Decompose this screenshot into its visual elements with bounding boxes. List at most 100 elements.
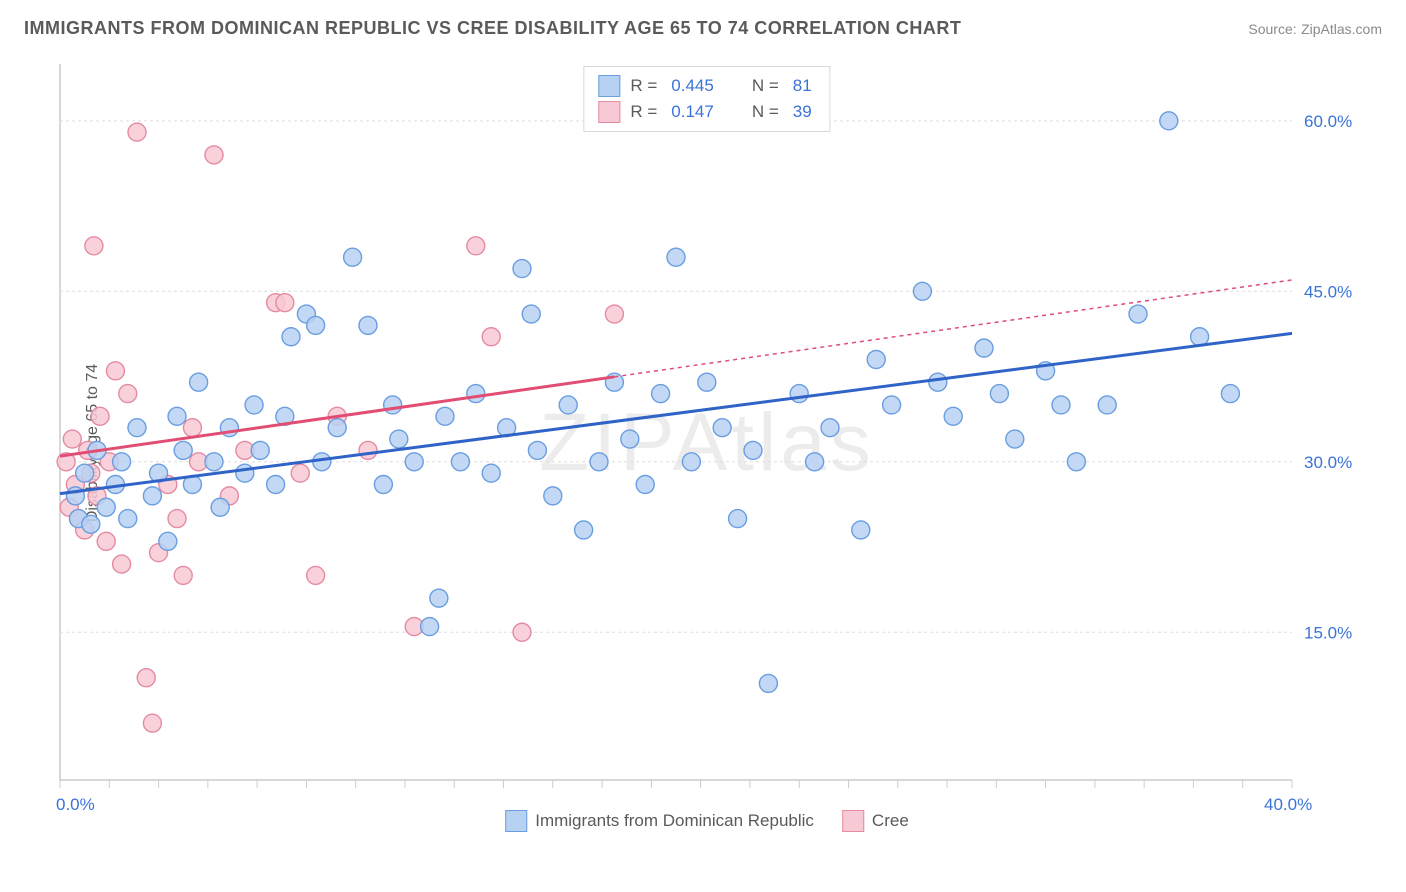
data-point — [621, 430, 639, 448]
data-point — [467, 237, 485, 255]
data-point — [652, 385, 670, 403]
data-point — [374, 476, 392, 494]
data-point — [390, 430, 408, 448]
r-label: R = — [630, 102, 657, 122]
scatter-chart-svg: 15.0%30.0%45.0%60.0%0.0%40.0% — [52, 58, 1362, 828]
data-point — [867, 350, 885, 368]
source-credit: Source: ZipAtlas.com — [1248, 21, 1382, 39]
source-label: Source: — [1248, 21, 1296, 37]
data-point — [806, 453, 824, 471]
legend-label: Cree — [872, 811, 909, 831]
data-point — [929, 373, 947, 391]
data-point — [128, 123, 146, 141]
data-point — [143, 487, 161, 505]
legend-swatch — [842, 810, 864, 832]
data-point — [522, 305, 540, 323]
legend-item: Immigrants from Dominican Republic — [505, 810, 814, 832]
data-point — [183, 419, 201, 437]
data-point — [168, 510, 186, 528]
data-point — [119, 510, 137, 528]
data-point — [384, 396, 402, 414]
data-point — [113, 453, 131, 471]
legend: Immigrants from Dominican Republic Cree — [505, 810, 909, 832]
data-point — [82, 515, 100, 533]
data-point — [128, 419, 146, 437]
data-point — [97, 532, 115, 550]
series-swatch — [598, 75, 620, 97]
data-point — [137, 669, 155, 687]
data-point — [174, 566, 192, 584]
legend-swatch — [505, 810, 527, 832]
stats-row: R = 0.445 N = 81 — [598, 73, 815, 99]
data-point — [590, 453, 608, 471]
data-point — [883, 396, 901, 414]
r-value: 0.147 — [671, 102, 714, 122]
data-point — [85, 237, 103, 255]
data-point — [405, 453, 423, 471]
data-point — [990, 385, 1008, 403]
data-point — [205, 453, 223, 471]
data-point — [291, 464, 309, 482]
data-point — [605, 305, 623, 323]
data-point — [944, 407, 962, 425]
legend-label: Immigrants from Dominican Republic — [535, 811, 814, 831]
data-point — [143, 714, 161, 732]
r-label: R = — [630, 76, 657, 96]
n-label: N = — [752, 76, 779, 96]
data-point — [759, 674, 777, 692]
data-point — [913, 282, 931, 300]
data-point — [698, 373, 716, 391]
data-point — [190, 373, 208, 391]
data-point — [1129, 305, 1147, 323]
series-swatch — [598, 101, 620, 123]
data-point — [245, 396, 263, 414]
data-point — [430, 589, 448, 607]
data-point — [159, 532, 177, 550]
data-point — [97, 498, 115, 516]
r-value: 0.445 — [671, 76, 714, 96]
data-point — [91, 407, 109, 425]
data-point — [467, 385, 485, 403]
y-tick-label: 15.0% — [1304, 623, 1352, 642]
data-point — [790, 385, 808, 403]
data-point — [975, 339, 993, 357]
data-point — [63, 430, 81, 448]
chart-title: IMMIGRANTS FROM DOMINICAN REPUBLIC VS CR… — [24, 18, 961, 39]
data-point — [1067, 453, 1085, 471]
stats-row: R =0.147N =39 — [598, 99, 815, 125]
data-point — [174, 441, 192, 459]
data-point — [359, 441, 377, 459]
data-point — [106, 362, 124, 380]
data-point — [821, 419, 839, 437]
data-point — [513, 260, 531, 278]
data-point — [1221, 385, 1239, 403]
data-point — [344, 248, 362, 266]
n-label: N = — [752, 102, 779, 122]
data-point — [605, 373, 623, 391]
data-point — [636, 476, 654, 494]
data-point — [251, 441, 269, 459]
data-point — [744, 441, 762, 459]
x-tick-label: 0.0% — [56, 795, 95, 814]
data-point — [575, 521, 593, 539]
data-point — [276, 294, 294, 312]
data-point — [451, 453, 469, 471]
data-point — [76, 464, 94, 482]
n-value: 81 — [793, 76, 812, 96]
data-point — [205, 146, 223, 164]
data-point — [713, 419, 731, 437]
data-point — [119, 385, 137, 403]
data-point — [544, 487, 562, 505]
data-point — [1160, 112, 1178, 130]
data-point — [236, 464, 254, 482]
data-point — [1006, 430, 1024, 448]
data-point — [528, 441, 546, 459]
data-point — [682, 453, 700, 471]
legend-item: Cree — [842, 810, 909, 832]
regression-line-extrapolated — [614, 280, 1292, 377]
data-point — [282, 328, 300, 346]
data-point — [1098, 396, 1116, 414]
data-point — [559, 396, 577, 414]
data-point — [307, 566, 325, 584]
data-point — [667, 248, 685, 266]
